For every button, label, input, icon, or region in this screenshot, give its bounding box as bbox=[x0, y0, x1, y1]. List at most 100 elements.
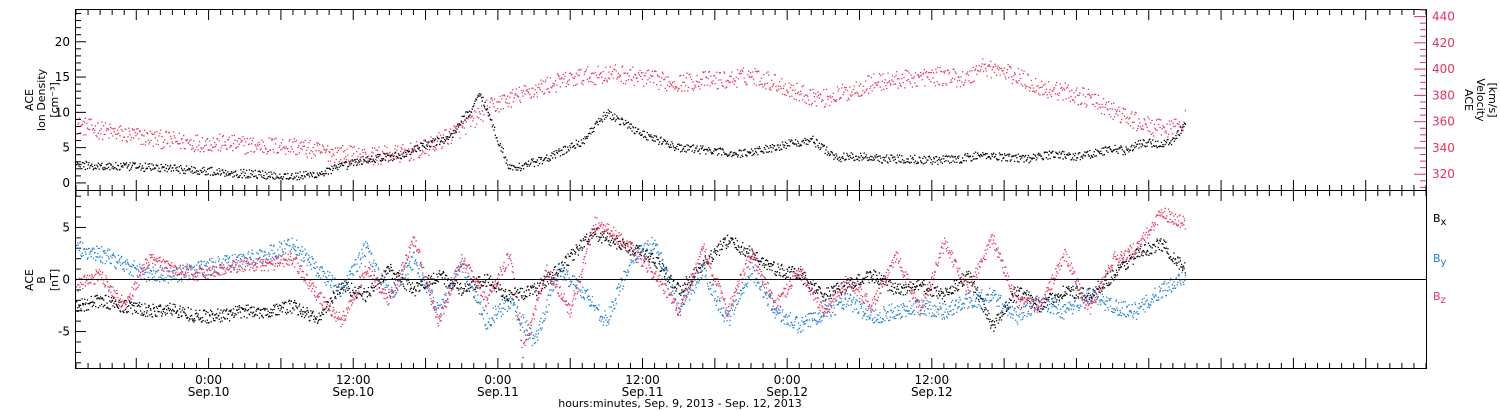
data-point bbox=[164, 312, 166, 314]
data-point bbox=[221, 144, 223, 147]
data-point bbox=[1016, 160, 1019, 163]
data-point bbox=[786, 276, 788, 278]
data-point bbox=[718, 254, 721, 256]
data-point bbox=[875, 154, 878, 156]
data-point bbox=[223, 316, 225, 318]
data-point bbox=[322, 146, 324, 148]
data-point bbox=[705, 258, 707, 260]
data-point bbox=[166, 312, 168, 314]
data-point bbox=[400, 147, 402, 149]
data-point bbox=[484, 282, 486, 284]
data-point bbox=[559, 155, 562, 157]
data-point bbox=[279, 149, 282, 151]
data-point bbox=[156, 307, 159, 309]
data-point bbox=[154, 167, 157, 169]
data-point bbox=[1081, 102, 1083, 104]
data-point bbox=[559, 86, 562, 88]
data-point bbox=[143, 170, 145, 172]
data-point bbox=[338, 283, 340, 285]
data-point bbox=[82, 304, 84, 306]
data-point bbox=[1086, 151, 1088, 153]
data-point bbox=[959, 79, 961, 82]
data-point bbox=[345, 291, 347, 293]
data-point bbox=[1141, 127, 1143, 130]
data-point bbox=[790, 139, 792, 141]
data-point bbox=[995, 65, 997, 67]
data-point bbox=[472, 279, 474, 281]
data-point bbox=[416, 282, 418, 284]
data-point bbox=[488, 115, 490, 117]
data-point bbox=[317, 174, 319, 176]
data-point bbox=[314, 155, 316, 157]
data-point bbox=[872, 159, 874, 161]
data-point bbox=[652, 75, 654, 77]
data-point bbox=[1042, 159, 1044, 161]
data-point bbox=[550, 280, 552, 282]
data-point bbox=[486, 105, 489, 107]
data-point bbox=[943, 71, 945, 73]
data-point bbox=[151, 316, 154, 318]
data-point bbox=[972, 155, 974, 158]
data-point bbox=[962, 160, 964, 162]
data-point bbox=[1037, 93, 1040, 95]
data-point bbox=[100, 128, 102, 130]
data-point bbox=[511, 92, 513, 94]
data-point bbox=[535, 161, 537, 163]
data-point bbox=[492, 103, 494, 105]
data-point bbox=[334, 164, 336, 166]
data-point bbox=[554, 157, 557, 159]
data-point bbox=[717, 87, 719, 90]
data-point bbox=[651, 261, 653, 263]
data-point bbox=[384, 159, 387, 161]
data-point bbox=[689, 146, 691, 148]
data-point bbox=[654, 262, 657, 264]
data-point bbox=[818, 94, 820, 96]
data-point bbox=[982, 70, 985, 73]
data-point bbox=[76, 310, 78, 312]
data-point bbox=[619, 124, 621, 126]
data-point bbox=[631, 79, 633, 81]
data-point bbox=[1073, 92, 1075, 94]
data-point bbox=[758, 70, 760, 73]
data-point bbox=[404, 287, 406, 290]
data-point bbox=[1045, 157, 1048, 159]
data-point bbox=[1155, 140, 1157, 143]
data-point bbox=[386, 267, 388, 269]
data-point bbox=[826, 88, 828, 91]
data-point bbox=[859, 95, 861, 97]
data-point bbox=[695, 80, 698, 82]
data-point bbox=[1111, 108, 1113, 110]
data-point bbox=[691, 88, 693, 90]
data-point bbox=[536, 161, 538, 163]
data-point bbox=[363, 159, 366, 161]
data-point bbox=[552, 153, 554, 155]
data-point bbox=[178, 314, 180, 316]
data-point bbox=[133, 305, 135, 307]
data-point bbox=[397, 145, 399, 147]
data-point bbox=[844, 159, 846, 161]
data-point bbox=[627, 79, 630, 81]
data-point bbox=[366, 161, 368, 163]
data-point bbox=[681, 90, 683, 92]
data-point bbox=[516, 166, 518, 169]
data-point bbox=[278, 314, 280, 316]
data-point bbox=[182, 169, 184, 172]
data-point bbox=[172, 170, 175, 172]
data-point bbox=[774, 74, 776, 76]
data-point bbox=[307, 147, 309, 149]
data-point bbox=[421, 145, 423, 147]
data-point bbox=[622, 118, 624, 121]
data-point bbox=[807, 143, 809, 146]
data-points bbox=[76, 58, 1186, 359]
data-point bbox=[308, 174, 310, 176]
data-point bbox=[548, 160, 550, 162]
data-point bbox=[222, 171, 225, 173]
data-point bbox=[1150, 143, 1152, 145]
data-point bbox=[202, 147, 204, 149]
data-point bbox=[736, 240, 738, 242]
data-point bbox=[596, 74, 598, 76]
data-point bbox=[790, 268, 793, 270]
data-point bbox=[593, 126, 596, 129]
data-point bbox=[1167, 136, 1169, 138]
data-point bbox=[978, 155, 980, 157]
